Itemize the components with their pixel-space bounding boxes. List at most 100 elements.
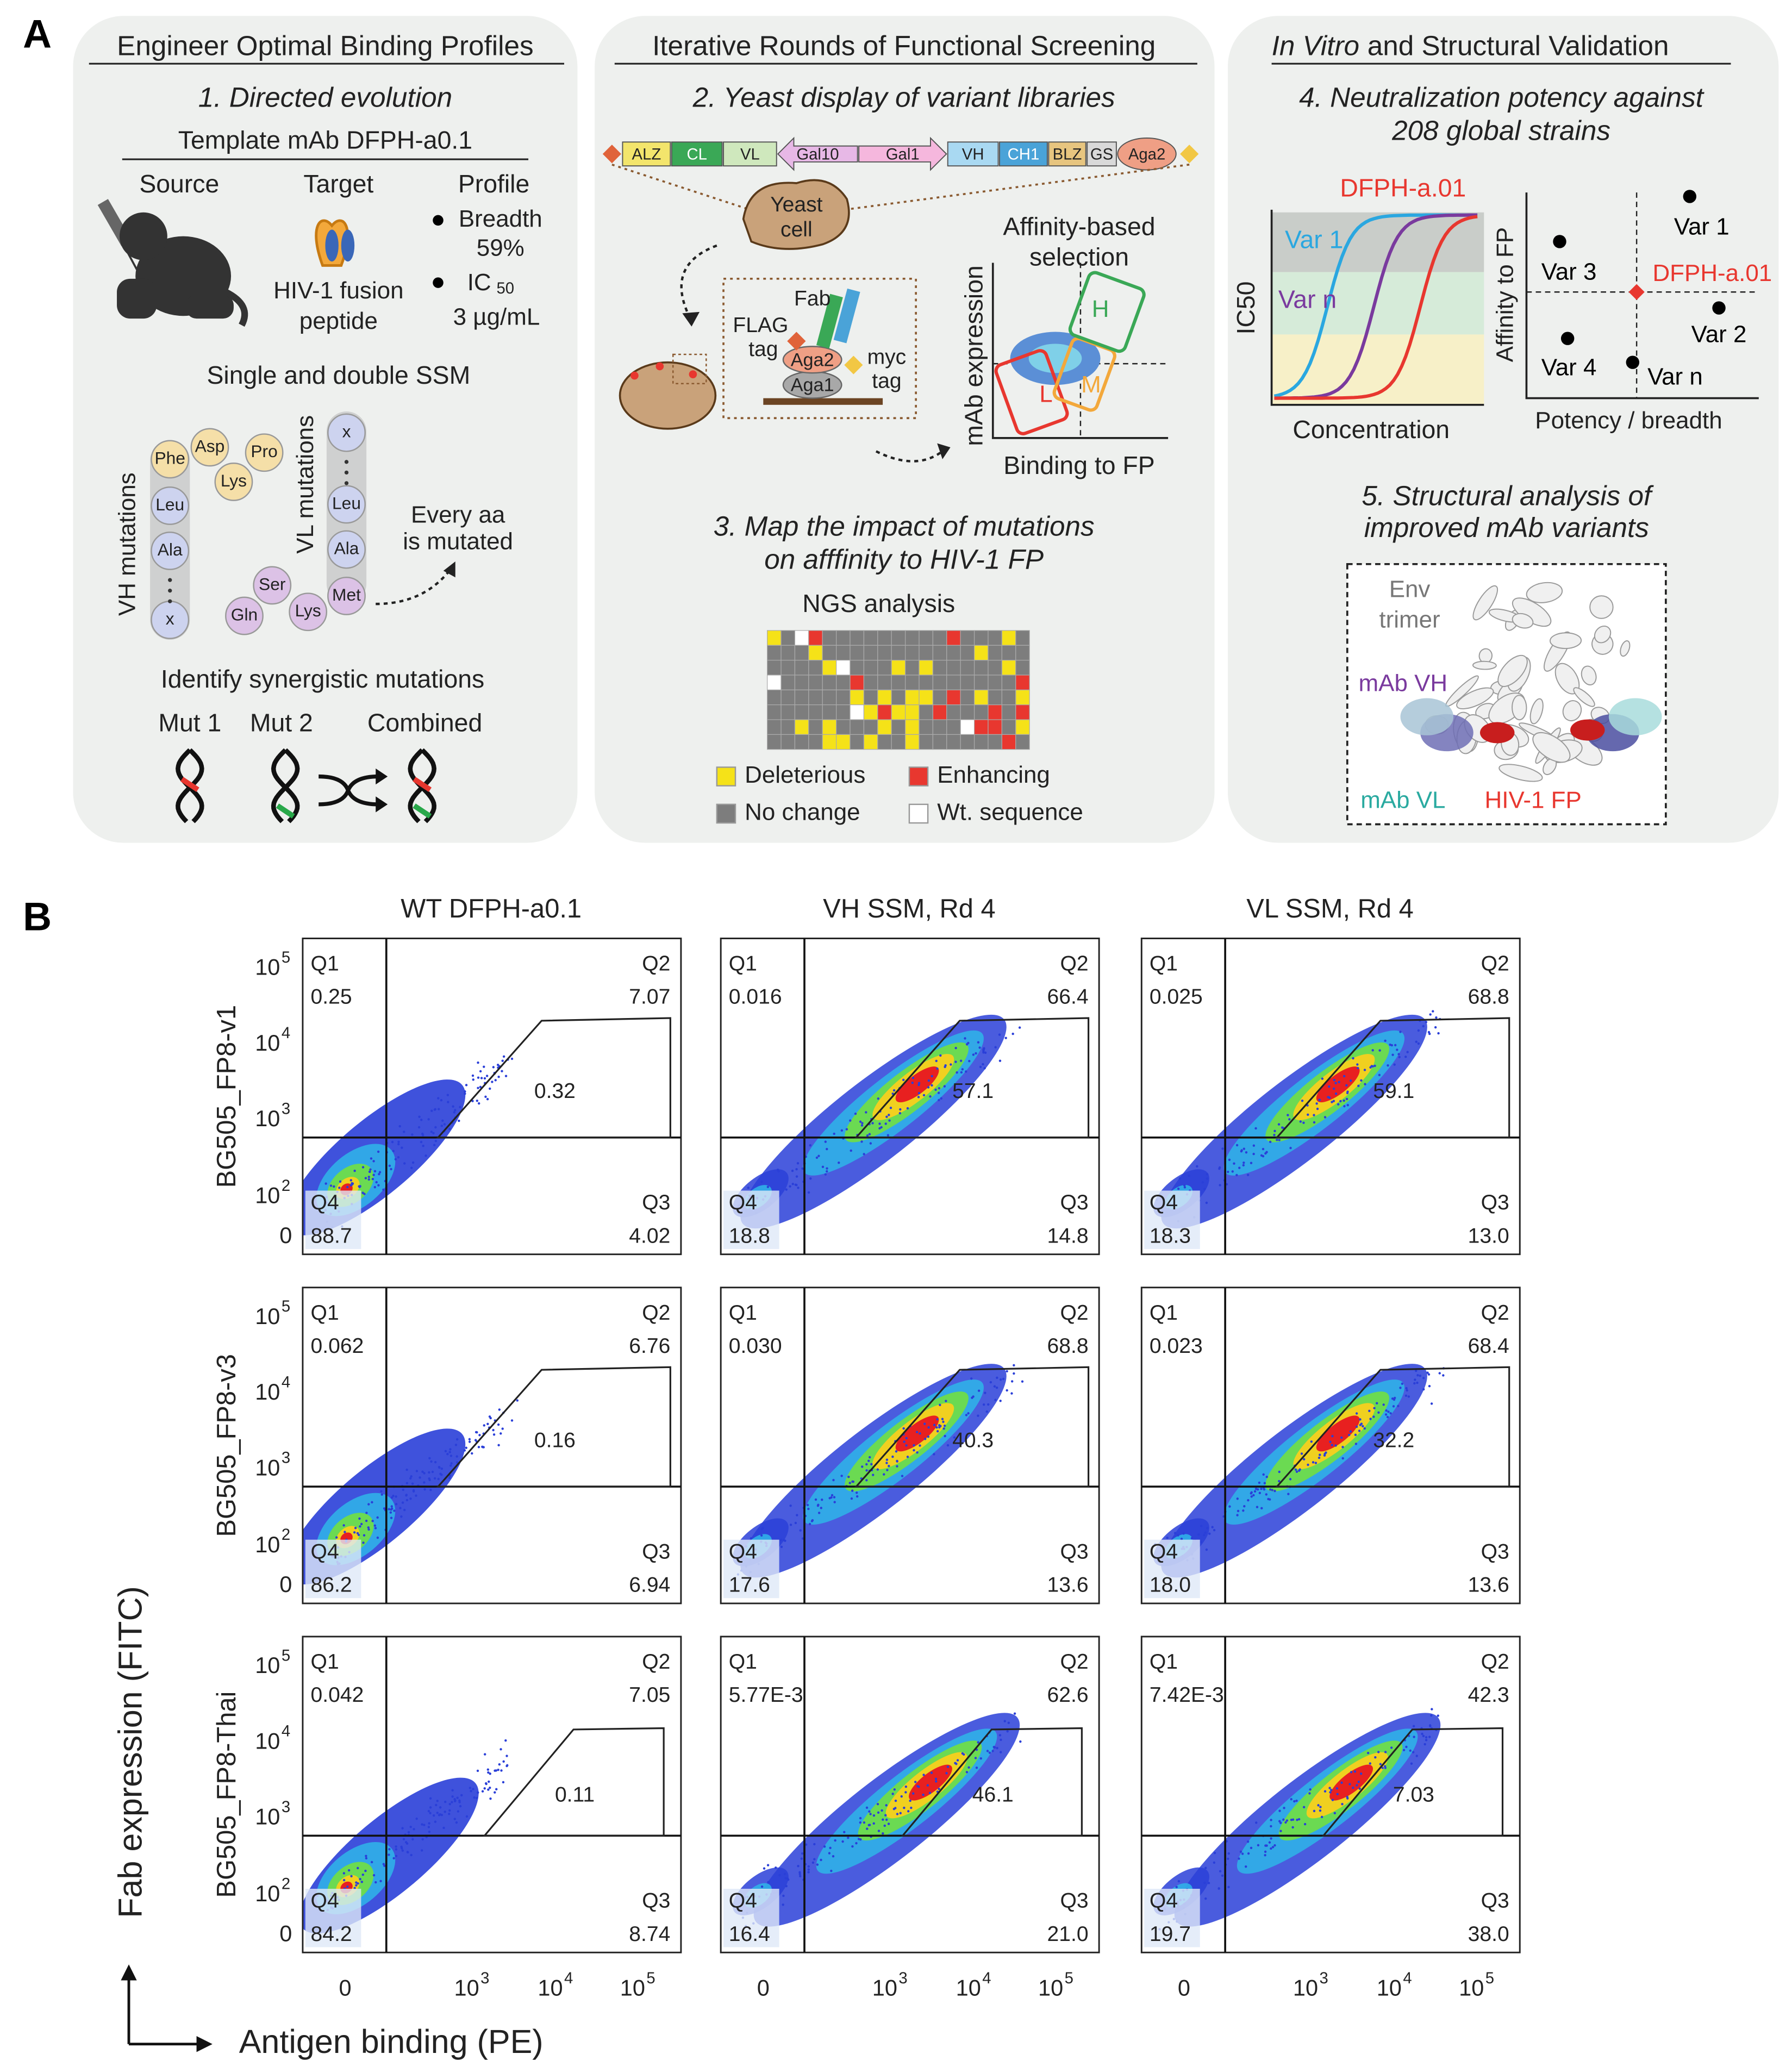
axes bbox=[1270, 209, 1484, 406]
event bbox=[1255, 1821, 1258, 1824]
dotted-link bbox=[844, 163, 1190, 211]
event bbox=[1402, 1749, 1406, 1751]
event bbox=[904, 1785, 908, 1788]
heatmap-cell bbox=[891, 660, 906, 676]
panel-label: A bbox=[23, 12, 52, 57]
label: Mut 2 bbox=[250, 709, 313, 737]
label: 0.25 bbox=[311, 985, 352, 1009]
label: Env bbox=[1389, 576, 1431, 602]
heatmap-cell bbox=[822, 719, 837, 735]
event bbox=[928, 1791, 932, 1794]
event bbox=[1203, 1881, 1206, 1884]
event bbox=[824, 1173, 827, 1176]
event bbox=[489, 1786, 491, 1789]
event bbox=[807, 1871, 810, 1874]
event bbox=[478, 1102, 480, 1105]
event bbox=[935, 1059, 938, 1063]
tick-label: 0 bbox=[339, 1975, 352, 2001]
event bbox=[468, 1440, 471, 1443]
heatmap-cell bbox=[919, 660, 933, 676]
event bbox=[1390, 1746, 1393, 1749]
label: 68.8 bbox=[1047, 1334, 1089, 1358]
label: CL bbox=[686, 145, 707, 163]
event bbox=[865, 1469, 868, 1472]
heatmap-cell bbox=[1001, 704, 1016, 720]
event bbox=[939, 1403, 941, 1407]
tick-label: 10 bbox=[454, 1975, 479, 2001]
event bbox=[1317, 1804, 1320, 1807]
event bbox=[1263, 1482, 1266, 1484]
event bbox=[510, 1419, 514, 1422]
event bbox=[1345, 1084, 1348, 1087]
event bbox=[365, 1855, 367, 1857]
event bbox=[1374, 1756, 1377, 1759]
label: Q2 bbox=[1481, 1301, 1509, 1325]
event bbox=[789, 1505, 792, 1507]
label: Deleterious bbox=[745, 761, 865, 788]
gate-value: 57.1 bbox=[952, 1079, 994, 1103]
event bbox=[395, 1503, 398, 1506]
heatmap-cell bbox=[904, 675, 920, 690]
event bbox=[892, 1089, 896, 1092]
gate bbox=[1275, 1366, 1510, 1488]
event bbox=[807, 1868, 810, 1871]
gate bbox=[436, 1017, 671, 1139]
event bbox=[848, 1482, 851, 1484]
event bbox=[1377, 1411, 1380, 1414]
event bbox=[1313, 1121, 1316, 1124]
event bbox=[434, 1139, 438, 1143]
heatmap-cell bbox=[973, 675, 989, 690]
heatmap-cell bbox=[973, 719, 989, 735]
event bbox=[1345, 1097, 1348, 1101]
event bbox=[459, 1805, 462, 1808]
event bbox=[1303, 1822, 1307, 1826]
label: x bbox=[342, 421, 351, 441]
heatmap-cell bbox=[877, 704, 892, 720]
label: Q2 bbox=[1481, 952, 1509, 976]
protein-chain bbox=[1512, 695, 1527, 721]
event bbox=[439, 1472, 442, 1475]
event bbox=[1264, 1844, 1267, 1847]
surface-fab bbox=[655, 362, 664, 371]
event bbox=[872, 1822, 875, 1825]
event bbox=[807, 1507, 810, 1510]
event bbox=[922, 1793, 925, 1796]
event bbox=[1415, 1040, 1418, 1043]
event bbox=[1416, 1381, 1419, 1384]
event bbox=[1021, 1380, 1024, 1383]
event bbox=[1200, 1525, 1203, 1527]
label: 16.4 bbox=[729, 1922, 770, 1946]
event bbox=[339, 1180, 342, 1183]
event bbox=[402, 1488, 404, 1491]
label: Q1 bbox=[729, 1301, 757, 1325]
event bbox=[1354, 1433, 1357, 1437]
event bbox=[431, 1470, 434, 1474]
event bbox=[1177, 1534, 1179, 1537]
label: VH bbox=[962, 145, 984, 163]
event bbox=[1368, 1409, 1371, 1413]
event bbox=[494, 1769, 496, 1772]
tick-label: 10 bbox=[1377, 1975, 1402, 2001]
event bbox=[401, 1501, 404, 1504]
event bbox=[464, 1093, 466, 1095]
dotted-arrow bbox=[376, 567, 453, 605]
flow-cloud bbox=[1153, 1708, 1441, 1931]
label: Affinity to FP bbox=[1491, 227, 1518, 362]
heatmap-cell bbox=[904, 630, 920, 646]
construct-part bbox=[1087, 141, 1117, 167]
event bbox=[502, 1781, 505, 1784]
heatmap-cell bbox=[808, 704, 823, 720]
event bbox=[1330, 1789, 1333, 1791]
flow-cloud bbox=[1153, 1010, 1441, 1229]
event bbox=[750, 1537, 753, 1540]
point bbox=[1553, 235, 1566, 248]
event bbox=[1333, 1812, 1337, 1814]
heatmap-cell bbox=[973, 660, 989, 676]
event bbox=[480, 1077, 483, 1079]
event bbox=[760, 1534, 763, 1537]
event bbox=[365, 1519, 368, 1522]
event bbox=[1180, 1538, 1183, 1540]
event bbox=[1419, 1374, 1422, 1377]
event bbox=[913, 1444, 915, 1447]
event bbox=[420, 1140, 423, 1144]
